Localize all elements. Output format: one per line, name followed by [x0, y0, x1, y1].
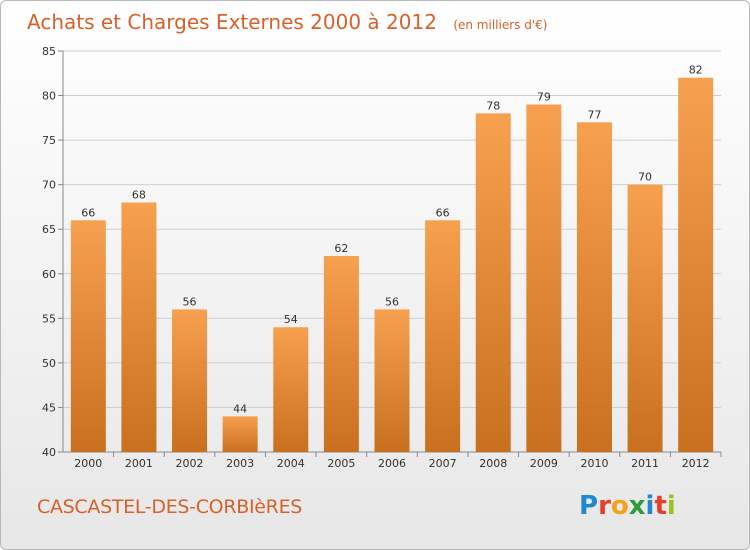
bar-2000 [70, 220, 106, 452]
y-tick-label: 60 [42, 268, 56, 281]
y-tick-label: 75 [42, 134, 56, 147]
data-label-2012: 82 [689, 64, 703, 77]
bar-2011 [627, 184, 663, 452]
data-label-2003: 44 [233, 402, 247, 415]
bar-2012 [678, 77, 714, 452]
brand-letter: o [610, 491, 629, 521]
x-tick-label: 2011 [631, 457, 659, 470]
x-tick-label: 2008 [479, 457, 507, 470]
data-label-2009: 79 [537, 90, 551, 103]
y-tick-label: 85 [42, 45, 56, 58]
brand-letter: t [654, 491, 667, 521]
data-label-2004: 54 [284, 313, 298, 326]
x-tick-label: 2001 [125, 457, 153, 470]
bar-2005 [323, 255, 359, 452]
y-tick-label: 50 [42, 357, 56, 370]
x-tick-label: 2006 [378, 457, 406, 470]
data-label-2005: 62 [334, 242, 348, 255]
bar-2007 [425, 220, 461, 452]
y-tick-label: 70 [42, 179, 56, 192]
bar-2003 [222, 416, 258, 452]
y-tick-label: 55 [42, 312, 56, 325]
x-tick-label: 2010 [580, 457, 608, 470]
brand-letter: P [579, 491, 599, 521]
brand-letter: x [628, 491, 646, 521]
brand-letter: i [645, 491, 655, 521]
data-label-2011: 70 [638, 171, 652, 184]
bar-2008 [475, 113, 511, 452]
data-label-2007: 66 [436, 206, 450, 219]
data-label-2008: 78 [486, 99, 500, 112]
commune-name: CASCASTEL-DES-CORBIèRES [37, 496, 303, 518]
brand-letter: r [598, 491, 611, 521]
brand-letter: i [666, 491, 676, 521]
data-label-2002: 56 [183, 295, 197, 308]
x-tick-label: 2000 [74, 457, 102, 470]
chart-unit: (en milliers d'€) [453, 18, 547, 32]
y-tick-label: 45 [42, 401, 56, 414]
chart-title: Achats et Charges Externes 2000 à 2012 (… [27, 10, 547, 34]
x-tick-label: 2009 [530, 457, 558, 470]
y-tick-label: 80 [42, 90, 56, 103]
x-tick-label: 2005 [327, 457, 355, 470]
bar-2001 [121, 202, 157, 452]
y-tick-label: 40 [42, 446, 56, 459]
bars [70, 77, 714, 453]
bar-2004 [273, 327, 309, 452]
data-label-2010: 77 [587, 108, 601, 121]
x-tick-label: 2002 [176, 457, 204, 470]
data-label-2001: 68 [132, 188, 146, 201]
x-tick-label: 2004 [277, 457, 305, 470]
y-tick-label: 65 [42, 223, 56, 236]
x-tick-label: 2007 [429, 457, 457, 470]
data-label-2006: 56 [385, 295, 399, 308]
data-labels: 66 68 56 44 54 62 56 66 78 79 77 70 82 [81, 64, 702, 416]
bar-2010 [576, 122, 612, 453]
x-tick-label: 2012 [682, 457, 710, 470]
bar-2009 [526, 104, 562, 452]
x-tick-label: 2003 [226, 457, 254, 470]
bar-2006 [374, 309, 410, 452]
brand-logo: Proxiti [579, 491, 676, 521]
bar-2002 [172, 309, 208, 452]
data-label-2000: 66 [81, 206, 95, 219]
chart-title-text: Achats et Charges Externes 2000 à 2012 [27, 10, 437, 34]
